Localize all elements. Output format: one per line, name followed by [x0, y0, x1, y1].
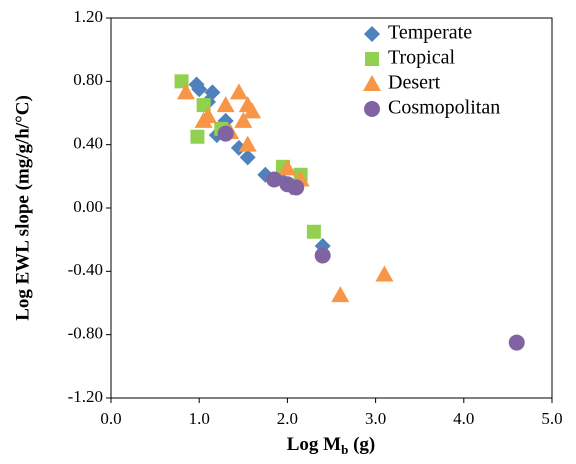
marker — [191, 81, 208, 98]
x-tick-label: 5.0 — [541, 409, 562, 428]
x-axis-title-sub: b — [341, 442, 348, 457]
y-tick-label: 0.00 — [73, 197, 103, 216]
marker — [174, 74, 189, 89]
marker — [365, 52, 379, 66]
x-tick-label: 0.0 — [100, 409, 121, 428]
marker — [306, 224, 321, 239]
y-tick-label: -1.20 — [68, 387, 103, 406]
marker — [288, 179, 305, 196]
marker — [266, 171, 283, 188]
marker — [364, 26, 380, 42]
marker — [217, 125, 234, 142]
marker — [199, 107, 218, 124]
marker — [238, 135, 257, 152]
legend-label: Desert — [388, 72, 441, 94]
marker — [375, 265, 394, 282]
marker — [314, 247, 331, 264]
marker — [243, 102, 262, 119]
x-axis-title: Log Mb (g) — [287, 434, 376, 457]
legend-label: Temperate — [388, 22, 472, 44]
x-tick-label: 3.0 — [365, 409, 386, 428]
x-tick-label: 2.0 — [277, 409, 298, 428]
marker — [234, 111, 253, 128]
y-tick-label: 0.80 — [73, 70, 103, 89]
marker — [230, 139, 247, 156]
x-tick-label: 1.0 — [189, 409, 210, 428]
marker — [204, 84, 221, 101]
marker — [278, 159, 297, 176]
marker — [190, 129, 205, 144]
x-axis-title-part: (g) — [348, 434, 375, 455]
legend-label: Cosmopolitan — [388, 97, 500, 119]
legend-label: Tropical — [388, 47, 455, 69]
marker — [363, 75, 381, 91]
marker — [229, 83, 248, 100]
y-tick-label: -0.80 — [68, 324, 103, 343]
y-axis-title: Log EWL slope (mg/g/h/°C) — [12, 95, 33, 321]
y-tick-label: -0.40 — [68, 260, 103, 279]
x-tick-label: 4.0 — [453, 409, 474, 428]
y-tick-label: 0.40 — [73, 134, 103, 153]
marker — [508, 334, 525, 351]
marker — [196, 98, 211, 113]
marker — [217, 112, 234, 129]
marker — [239, 149, 256, 166]
marker — [364, 101, 380, 117]
marker — [331, 286, 350, 303]
marker — [216, 96, 235, 113]
marker — [176, 83, 195, 100]
x-axis-title-part: Log M — [287, 434, 341, 455]
y-tick-label: 1.20 — [73, 7, 103, 26]
